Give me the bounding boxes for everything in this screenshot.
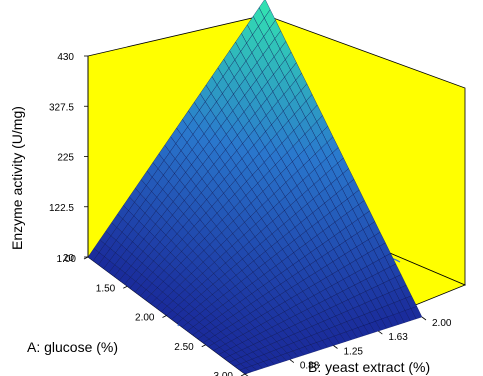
x-tick-mark xyxy=(162,315,167,318)
surface-cell xyxy=(239,367,252,375)
response-surface xyxy=(87,0,423,375)
x-tick-mark xyxy=(123,285,128,289)
y-tick-label: 0.88 xyxy=(300,361,320,372)
y-tick-label: 1.63 xyxy=(388,332,408,343)
x-tick-label: 2.00 xyxy=(135,313,155,324)
x-tick-label: 1.00 xyxy=(57,254,77,265)
axis-ticks: 20 122.5 225 327.5 430 1.00 1.50 2.00 2.50 3.00 0.… xyxy=(49,52,452,376)
x-tick-label: 3.00 xyxy=(214,371,234,376)
y-axis-title: B: yeast extract (%) xyxy=(308,359,430,375)
z-axis-title: Enzyme activity (U/mg) xyxy=(9,106,25,250)
y-tick-mark xyxy=(333,345,338,349)
z-tick-label: 327.5 xyxy=(49,102,74,113)
z-tick-label: 20 xyxy=(63,253,75,264)
x-tick-mark xyxy=(83,256,89,260)
x-tick-label: 2.50 xyxy=(174,342,194,353)
z-tick-label: 122.5 xyxy=(49,203,74,214)
x-tick-mark xyxy=(201,344,206,348)
y-tick-mark xyxy=(378,330,383,335)
x-tick-label: 1.50 xyxy=(96,283,116,294)
y-tick-mark xyxy=(289,359,295,363)
y-tick-label: 2.00 xyxy=(432,318,452,329)
y-tick-mark xyxy=(421,316,427,321)
y-tick-label: 1.25 xyxy=(344,347,364,358)
z-tick-label: 225 xyxy=(57,153,74,164)
z-tick-label: 430 xyxy=(57,52,74,63)
x-axis-title: A: glucose (%) xyxy=(27,339,118,355)
